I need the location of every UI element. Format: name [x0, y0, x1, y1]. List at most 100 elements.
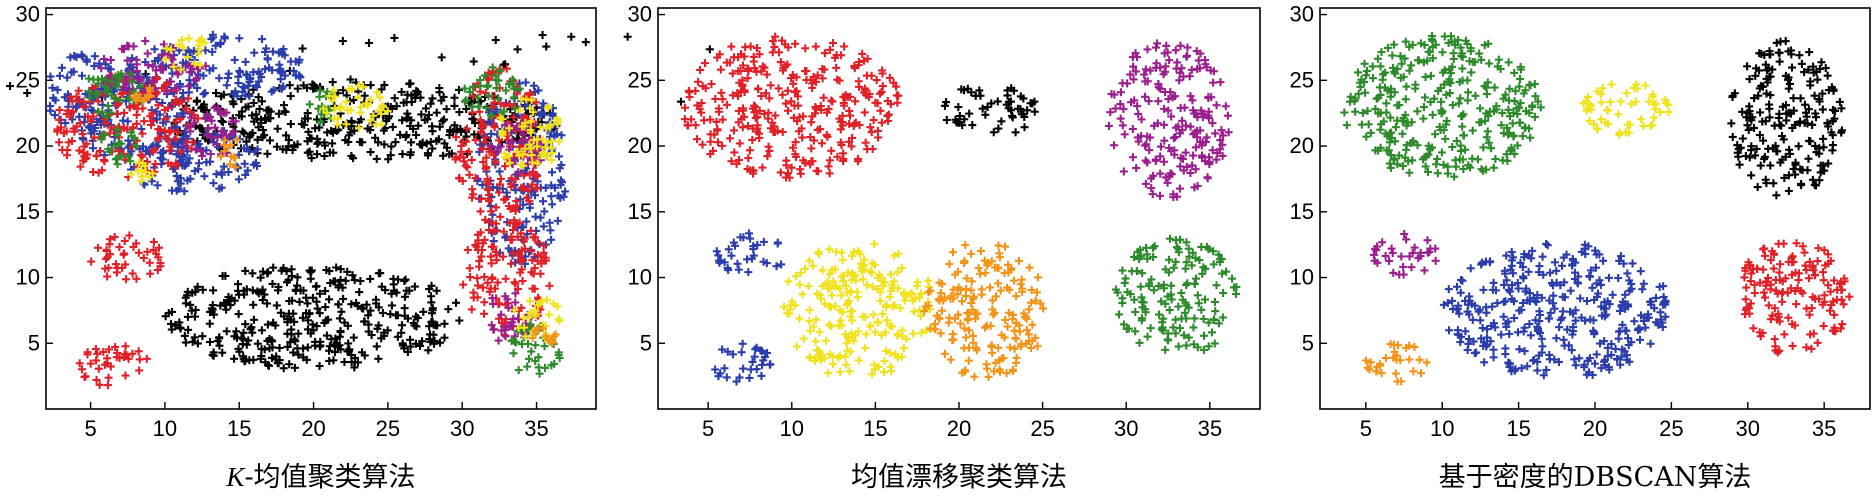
scatter-point — [1808, 120, 1817, 129]
scatter-point — [962, 333, 971, 342]
scatter-point — [1391, 369, 1400, 378]
scatter-point — [795, 314, 804, 323]
scatter-point — [216, 301, 225, 310]
scatter-point — [1437, 97, 1446, 106]
scatter-point — [997, 117, 1006, 126]
scatter-point — [729, 53, 738, 62]
scatter-point — [1795, 51, 1804, 60]
scatter-point — [442, 143, 451, 152]
scatter-point — [120, 108, 129, 117]
x-tick-label: 25 — [376, 416, 400, 441]
scatter-point — [400, 311, 409, 320]
scatter-point — [535, 369, 544, 378]
scatter-point — [1212, 101, 1221, 110]
scatter-point — [737, 348, 746, 357]
scatter-point — [1489, 163, 1498, 172]
scatter-point — [1664, 108, 1673, 117]
scatter-point — [694, 77, 703, 86]
scatter-point — [263, 320, 272, 329]
scatter-point — [249, 300, 258, 309]
scatter-point — [1778, 297, 1787, 306]
scatter-point — [293, 281, 302, 290]
scatter-point — [1794, 142, 1803, 151]
scatter-point — [1397, 252, 1406, 261]
scatter-point — [326, 279, 335, 288]
scatter-point — [248, 328, 257, 337]
scatter-point — [298, 44, 307, 53]
scatter-point — [1219, 289, 1228, 298]
scatter-point — [473, 274, 482, 283]
scatter-point — [287, 265, 296, 274]
scatter-point — [1141, 141, 1150, 150]
scatter-point — [1765, 113, 1774, 122]
scatter-point — [1753, 183, 1762, 192]
scatter-point — [1766, 161, 1775, 170]
scatter-point — [1800, 100, 1809, 109]
scatter-point — [263, 299, 272, 308]
scatter-point — [745, 373, 754, 382]
scatter-point — [1451, 156, 1460, 165]
scatter-point — [730, 148, 739, 157]
scatter-point — [384, 155, 393, 164]
scatter-points — [680, 32, 1241, 386]
scatter-point — [349, 95, 358, 104]
scatter-point — [773, 238, 782, 247]
scatter-point — [376, 269, 385, 278]
scatter-point — [1136, 282, 1145, 291]
scatter-point — [1165, 306, 1174, 315]
scatter-point — [287, 271, 296, 280]
scatter-point — [258, 285, 267, 294]
scatter-point — [193, 339, 202, 348]
scatter-point — [1784, 186, 1793, 195]
scatter-point — [1838, 320, 1847, 329]
scatter-point — [286, 315, 295, 324]
scatter-point — [1190, 314, 1199, 323]
scatter-point — [103, 272, 112, 281]
chart-title: 均值漂移聚类算法 — [851, 462, 1067, 493]
scatter-point — [1364, 120, 1373, 129]
scatter-point — [428, 304, 437, 313]
scatter-point — [1132, 164, 1141, 173]
scatter-point — [1211, 307, 1220, 316]
scatter-point — [910, 307, 919, 316]
scatter-point — [325, 295, 334, 304]
scatter-point — [336, 345, 345, 354]
scatter-point — [1223, 111, 1232, 120]
scatter-point — [863, 281, 872, 290]
scatter-point — [545, 281, 554, 290]
scatter-point — [94, 364, 103, 373]
scatter-point — [267, 336, 276, 345]
scatter-point — [1001, 242, 1010, 251]
scatter-point — [208, 350, 217, 359]
scatter-point — [435, 84, 444, 93]
scatter-point — [398, 150, 407, 159]
scatter-point — [1791, 170, 1800, 179]
scatter-point — [778, 128, 787, 137]
scatter-point — [1616, 97, 1625, 106]
scatter-point — [378, 308, 387, 317]
scatter-point — [1342, 121, 1351, 130]
scatter-point — [1405, 355, 1414, 364]
scatter-point — [258, 35, 267, 44]
scatter-point — [1012, 358, 1021, 367]
scatter-point — [339, 294, 348, 303]
scatter-point — [1494, 55, 1503, 64]
scatter-point — [235, 34, 244, 43]
scatter-point — [924, 276, 933, 285]
scatter-point — [1431, 130, 1440, 139]
scatter-point — [467, 305, 476, 314]
scatter-point — [1449, 49, 1458, 58]
scatter-point — [1545, 350, 1554, 359]
scatter-point — [827, 96, 836, 105]
y-tick-label: 30 — [628, 2, 652, 27]
scatter-point — [968, 121, 977, 130]
scatter-point — [1828, 141, 1837, 150]
scatter-point — [545, 310, 554, 319]
scatter-point — [514, 366, 523, 375]
scatter-point — [428, 144, 437, 153]
scatter-point — [1146, 324, 1155, 333]
scatter-point — [489, 325, 498, 334]
scatter-point — [142, 354, 151, 363]
scatter-point — [523, 362, 532, 371]
